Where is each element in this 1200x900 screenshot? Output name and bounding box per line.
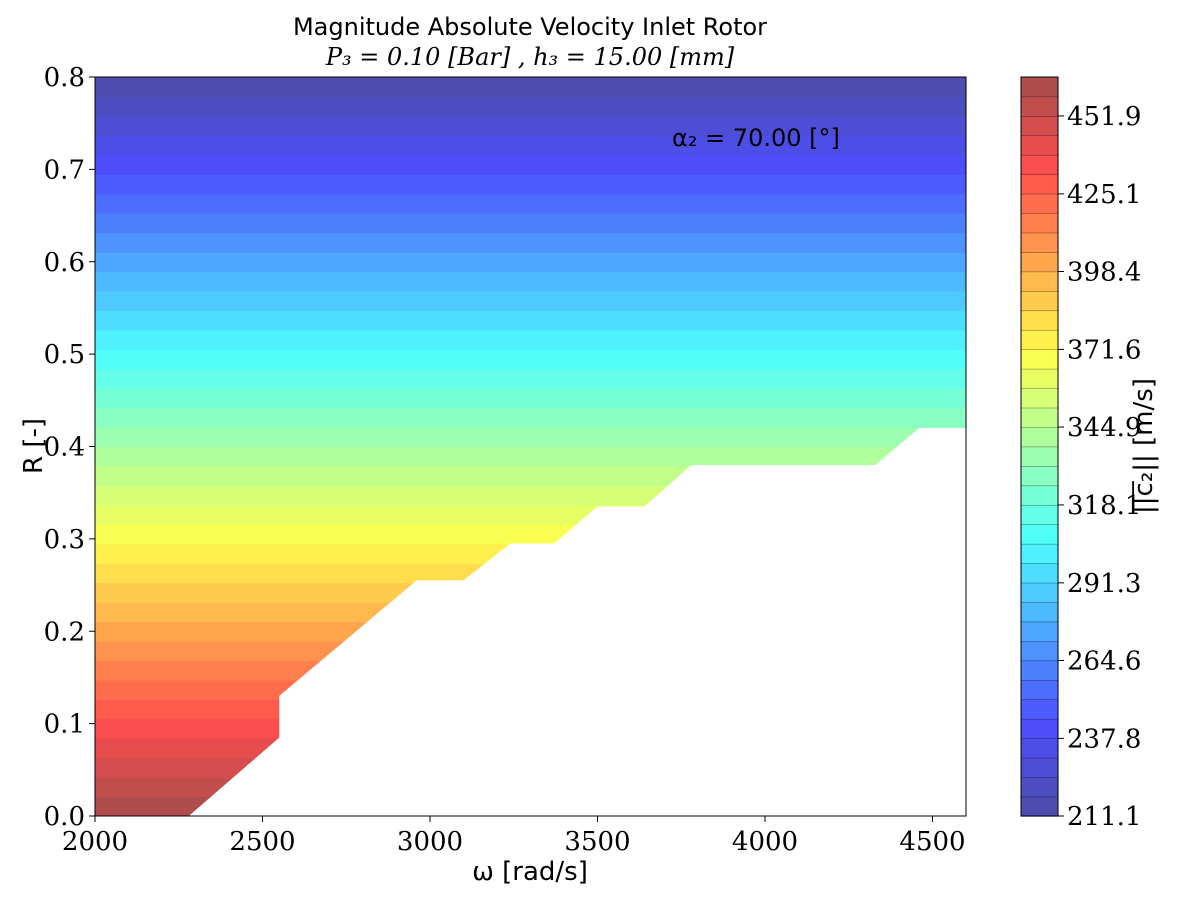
colorbar-band [1020,504,1059,525]
colorbar-band [1020,368,1059,389]
y-axis-label: R [-] [19,418,49,474]
contour-band [95,213,966,234]
contour-band [95,193,966,214]
y-tick-label: 0.3 [44,525,85,555]
chart-subtitle: P₃ = 0.10 [Bar] , h₃ = 15.00 [mm] [325,43,735,71]
colorbar-tick-label: 425.1 [1067,180,1141,210]
contour-band [95,96,966,117]
contour-band [95,446,966,467]
contour-band [95,174,966,195]
contour-band [95,271,966,292]
colorbar-band [1020,76,1059,98]
colorbar-band [1020,251,1059,273]
colorbar-band [1020,348,1059,370]
colorbar-band [1020,115,1059,137]
colorbar-band [1020,193,1059,214]
colorbar-tick-label: 264.6 [1067,646,1141,676]
colorbar-band [1020,173,1059,195]
contour-band [95,368,966,389]
y-tick-label: 0.7 [44,155,85,185]
contour-band [95,310,966,331]
contour-band [95,290,966,311]
contour-band [95,77,966,98]
y-tick-label: 0.1 [44,710,85,740]
colorbar-band [1020,212,1059,234]
colorbar-band [1020,757,1059,778]
colorbar-band [1020,582,1059,603]
contour-band [95,388,966,409]
colorbar-band [1020,796,1059,817]
colorbar-tick-label: 398.4 [1067,257,1141,287]
colorbar-band [1020,660,1059,681]
colorbar-band [1020,621,1059,642]
colorbar-band [1020,465,1059,487]
y-tick-label: 0.4 [44,433,85,463]
x-tick-label: 2000 [62,827,128,857]
contour-band [95,232,966,253]
chart-title: Magnitude Absolute Velocity Inlet Rotor [293,13,767,41]
y-tick-label: 0.8 [44,63,85,93]
colorbar-tick-label: 291.3 [1067,569,1141,599]
colorbar-band [1020,310,1059,331]
colorbar-band [1020,290,1059,312]
contour-band [95,154,966,175]
colorbar-band [1020,426,1059,448]
colorbar-band [1020,387,1059,409]
colorbar-band [1020,776,1059,798]
y-tick-label: 0.5 [44,340,85,370]
contour-band [95,407,966,428]
colorbar-band [1020,640,1059,662]
contour-band [95,329,966,350]
contour-band [95,349,966,370]
x-tick-label: 3500 [564,827,630,857]
x-tick-label: 3000 [397,827,463,857]
y-tick-label: 0.2 [44,617,85,647]
colorbar-ticks: 211.1 237.8 264.6 291.3 318.1 344.9 371.6 398.4… [1058,102,1141,832]
colorbar-band [1020,601,1059,623]
colorbar-label: ||c̅₂|| [m/s] [1129,378,1159,514]
colorbar-band [1020,271,1059,292]
colorbar-band [1020,718,1059,739]
colorbar: 211.1 237.8 264.6 291.3 318.1 344.9 371.6 398.4… [1020,76,1159,832]
colorbar-band [1020,562,1059,584]
colorbar-tick-label: 451.9 [1067,102,1141,132]
colorbar-band [1020,543,1059,564]
colorbar-band [1020,232,1059,253]
colorbar-tick-label: 371.6 [1067,335,1141,365]
colorbar-band [1020,446,1059,467]
colorbar-band [1020,96,1059,117]
colorbar-frame [1020,76,1059,817]
colorbar-band [1020,737,1059,759]
plot-area [95,77,966,816]
y-axis-ticks: 0.0 0.1 0.2 0.3 0.4 0.5 0.6 0.7 0.8 [44,63,95,832]
contour-band [95,252,966,273]
colorbar-band [1020,407,1059,428]
y-tick-label: 0.6 [44,248,85,278]
y-tick-label: 0.0 [44,802,85,832]
x-axis-ticks: 2000 2500 3000 3500 4000 4500 [62,816,966,857]
colorbar-tick-label: 211.1 [1067,802,1141,832]
alpha-annotation: α₂ = 70.00 [°] [672,124,840,152]
colorbar-band [1020,154,1059,175]
colorbar-band [1020,485,1059,506]
colorbar-band [1020,329,1059,350]
x-axis-label: ω [rad/s] [472,857,588,887]
colorbar-band [1020,135,1059,156]
colorbar-tick-label: 237.8 [1067,724,1141,754]
x-tick-label: 4000 [732,827,798,857]
colorbar-band [1020,699,1059,720]
colorbar-band [1020,679,1059,701]
contour-band [95,115,966,136]
colorbar-tick-label: 318.1 [1067,491,1141,521]
contour-band [95,135,966,156]
colorbar-tick-label: 344.9 [1067,413,1141,443]
colorbar-band [1020,523,1059,545]
x-tick-label: 4500 [899,827,965,857]
colorbar-bands [1020,76,1059,817]
x-tick-label: 2500 [229,827,295,857]
contour-band [95,427,966,448]
